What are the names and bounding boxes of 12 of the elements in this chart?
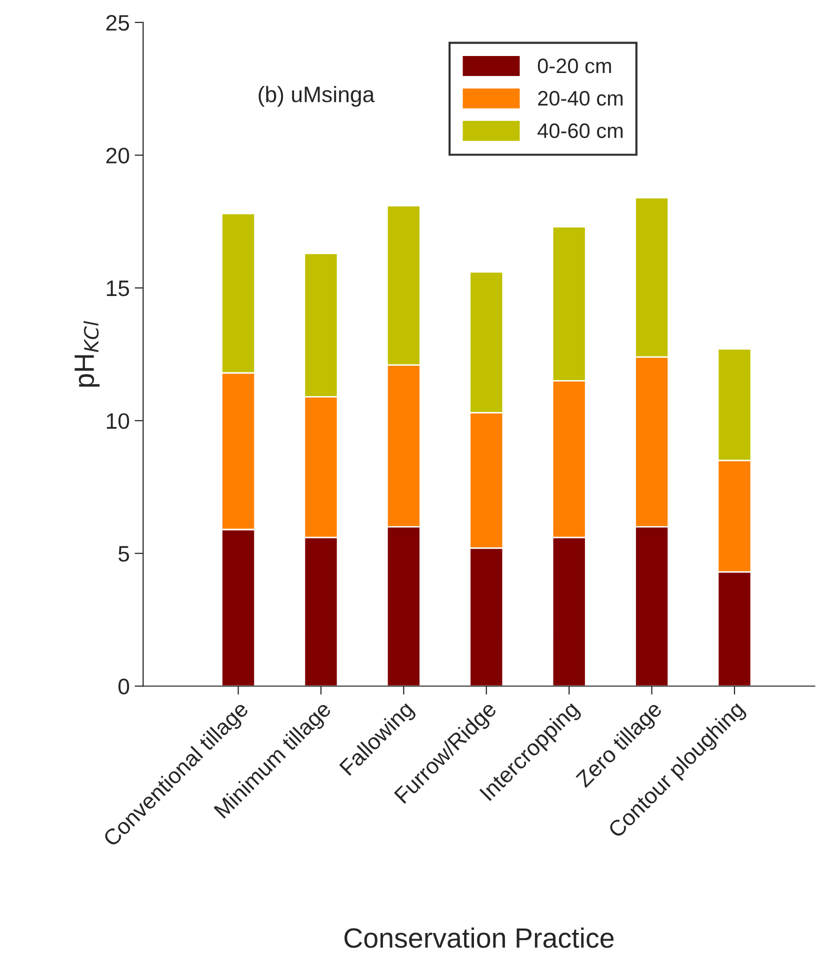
legend-label: 20-40 cm	[538, 90, 623, 106]
legend-label: 0-20 cm	[538, 58, 611, 74]
y-tick-label: 20	[106, 148, 130, 164]
y-axis-title: pH$_{KCl}$	[74, 321, 100, 387]
y-tick-label: 10	[106, 413, 130, 429]
y-tick-label: 5	[118, 546, 130, 562]
annotation: (b) uMsinga	[258, 86, 375, 107]
y-tick-label: 0	[118, 678, 130, 694]
legend-label: 40-60 cm	[538, 123, 623, 138]
y-tick-label: 15	[106, 280, 130, 296]
x-axis-title: Conservation Practice	[344, 928, 614, 948]
y-tick-label: 25	[106, 14, 130, 31]
